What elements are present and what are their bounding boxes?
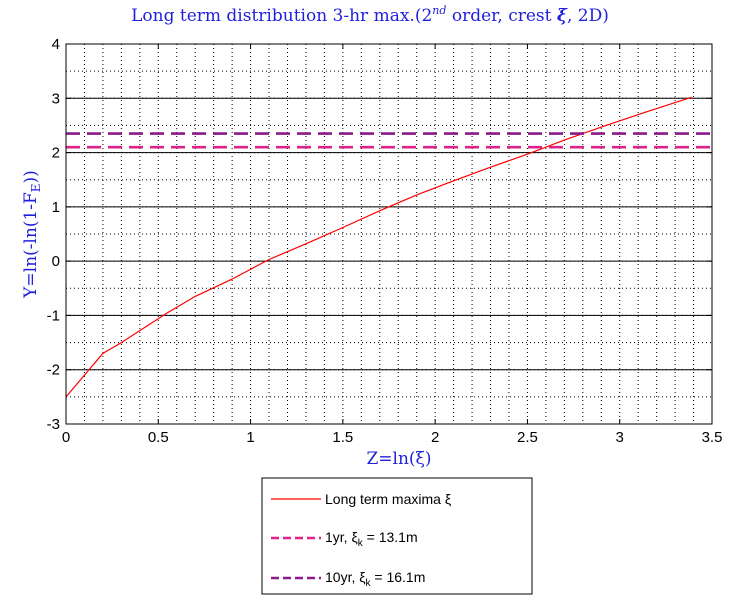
plot-frame <box>65 43 713 425</box>
legend-label-long-term: Long term maxima ξ <box>325 491 451 507</box>
x-tick-label: 0.5 <box>148 429 169 446</box>
legend-10yr-name: 10yr, ξ <box>325 569 366 585</box>
legend-1yr-value: = 13.1m <box>363 529 418 545</box>
x-tick-label: 2.5 <box>517 429 538 446</box>
legend-1yr-name: 1yr, ξ <box>325 529 358 545</box>
x-tick-label: 2 <box>431 429 439 446</box>
legend-10yr-value: = 16.1m <box>371 569 426 585</box>
title-sup: nd <box>432 4 446 17</box>
y-tick-label: -3 <box>47 416 60 433</box>
series-line-long-term <box>65 96 692 398</box>
legend-1yr-sub: k <box>358 538 364 549</box>
y-axis-label-close: )) <box>21 170 41 183</box>
minor-grid <box>66 44 712 424</box>
x-axis-label: Z=ln(ξ) <box>366 449 431 469</box>
series-layer <box>65 96 712 398</box>
legend-box <box>261 477 533 595</box>
x-tick-labels: 0 0.5 1 1.5 2 2.5 3 3.5 <box>62 429 723 446</box>
chart-title: Long term distribution 3-hr max.(2nd ord… <box>131 4 609 26</box>
y-tick-label: 4 <box>52 36 60 53</box>
legend-label-10yr: 10yr, ξk = 16.1m <box>325 569 425 589</box>
title-middle: order, crest <box>446 6 556 26</box>
tick-marks <box>65 43 713 425</box>
y-axis-label-sub: E <box>29 183 43 192</box>
y-tick-label: 3 <box>52 90 60 107</box>
plot-area <box>66 44 712 424</box>
x-tick-label: 3.5 <box>702 429 723 446</box>
title-suffix: , 2D) <box>567 6 609 26</box>
y-tick-labels: -3 -2 -1 0 1 2 3 4 <box>47 36 60 433</box>
x-tick-label: 1.5 <box>332 429 353 446</box>
legend-10yr-sub: k <box>366 578 372 589</box>
x-tick-label: 1 <box>246 429 254 446</box>
x-tick-label: 3 <box>616 429 624 446</box>
legend: Long term maxima ξ 1yr, ξk = 13.1m 10yr,… <box>261 477 533 595</box>
y-tick-label: 2 <box>52 145 60 162</box>
y-axis-label: Y=ln(-ln(1-FE)) <box>21 170 43 299</box>
legend-label-1yr: 1yr, ξk = 13.1m <box>325 529 418 549</box>
title-symbol: ξ <box>557 6 568 26</box>
x-tick-label: 0 <box>62 429 70 446</box>
y-tick-label: -2 <box>47 362 60 379</box>
y-tick-label: -1 <box>47 307 60 324</box>
title-prefix: Long term distribution 3-hr max.(2 <box>131 6 432 26</box>
y-tick-label: 0 <box>52 253 60 270</box>
y-tick-label: 1 <box>52 199 60 216</box>
y-axis-label-main: Y=ln(-ln(1-F <box>21 192 41 299</box>
